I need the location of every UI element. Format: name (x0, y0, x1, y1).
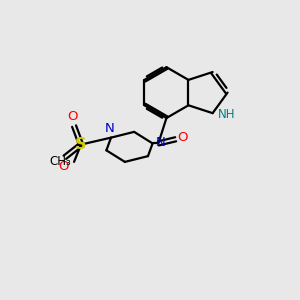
Text: N: N (155, 136, 165, 149)
Text: NH: NH (218, 108, 235, 121)
Text: N: N (105, 122, 115, 135)
Text: S: S (75, 137, 87, 152)
Text: CH₃: CH₃ (50, 155, 71, 168)
Text: O: O (68, 110, 78, 123)
Text: O: O (177, 131, 188, 144)
Text: O: O (58, 160, 69, 173)
